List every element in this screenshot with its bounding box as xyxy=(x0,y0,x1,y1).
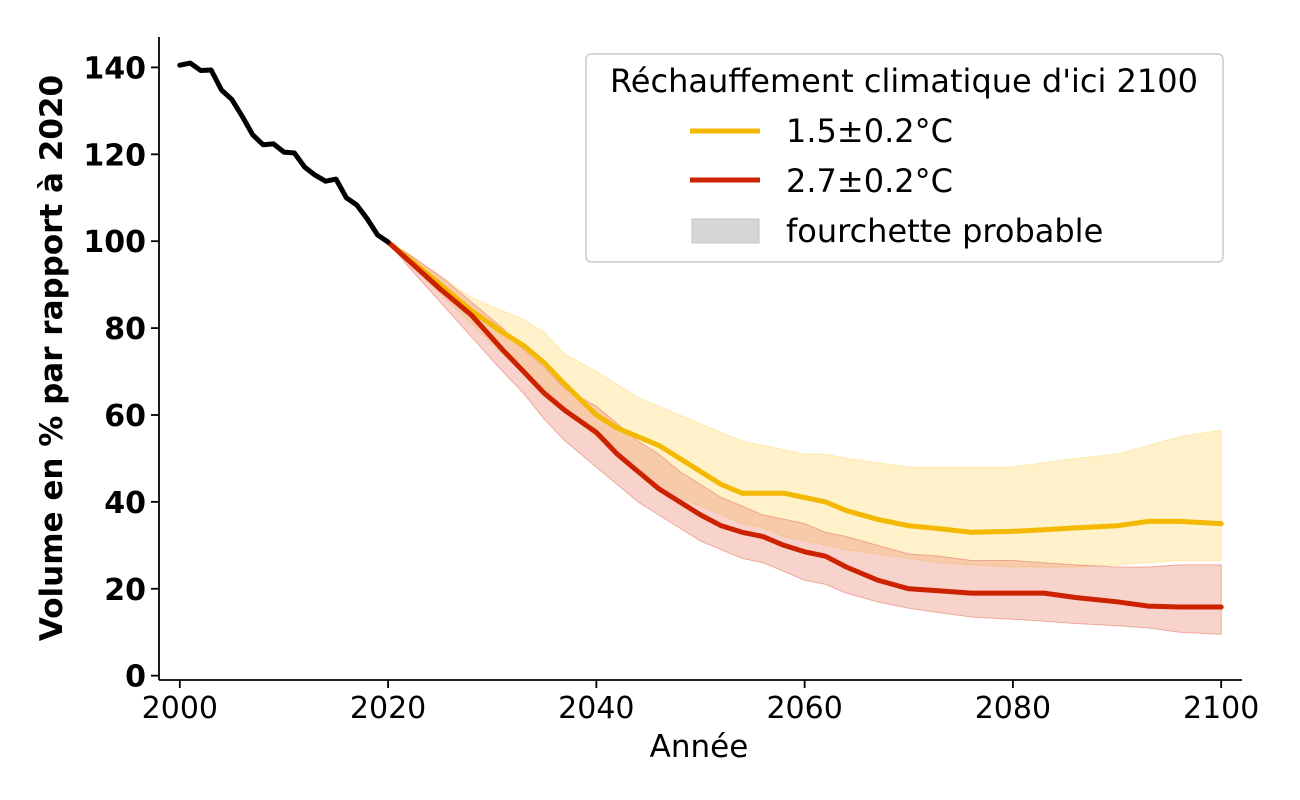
series-line-scenario-1 xyxy=(385,239,1224,535)
x-tick-label: 2080 xyxy=(975,691,1051,726)
range-band-scenario-1 xyxy=(387,241,1222,568)
y-tick-label: 140 xyxy=(83,51,146,86)
y-axis-ticks: 0 20 40 60 80 100 120 140 xyxy=(83,51,159,695)
legend-title: Réchauffement climatique d'ici 2100 xyxy=(610,62,1198,100)
series-line-scenario-2 xyxy=(385,239,1224,610)
series-line-historical xyxy=(177,60,391,245)
y-tick-label: 0 xyxy=(125,660,146,695)
x-tick-label: 2040 xyxy=(558,691,634,726)
x-axis-label: Année xyxy=(650,729,749,765)
y-tick-label: 100 xyxy=(83,225,146,260)
x-tick-label: 2020 xyxy=(350,691,426,726)
y-tick-label: 120 xyxy=(83,138,146,173)
legend-label-scenario-1: 1.5±0.2°C xyxy=(786,112,953,150)
series-lines xyxy=(177,60,1224,610)
x-tick-label: 2060 xyxy=(766,691,842,726)
legend-frame xyxy=(585,53,1224,263)
y-tick-label: 60 xyxy=(104,399,146,434)
confidence-bands xyxy=(387,241,1222,635)
legend-swatch-range xyxy=(691,218,760,244)
x-tick-label: 2100 xyxy=(1183,691,1259,726)
range-band-scenario-2 xyxy=(387,241,1222,635)
x-axis-ticks: 2000 2020 2040 2060 2080 2100 xyxy=(142,680,1259,726)
legend: Réchauffement climatique d'ici 2100 1.5±… xyxy=(585,53,1224,263)
legend-label-range: fourchette probable xyxy=(786,212,1103,250)
x-tick-label: 2000 xyxy=(142,691,218,726)
y-tick-label: 80 xyxy=(104,312,146,347)
axes: 2000 2020 2040 2060 2080 2100 020406080100120… xyxy=(83,37,1259,726)
legend-label-scenario-2: 2.7±0.2°C xyxy=(786,162,953,200)
y-tick-label: 20 xyxy=(104,573,146,608)
y-tick-label: 40 xyxy=(104,486,146,521)
y-axis-label: Volume en % par rapport à 2020 xyxy=(34,75,70,641)
